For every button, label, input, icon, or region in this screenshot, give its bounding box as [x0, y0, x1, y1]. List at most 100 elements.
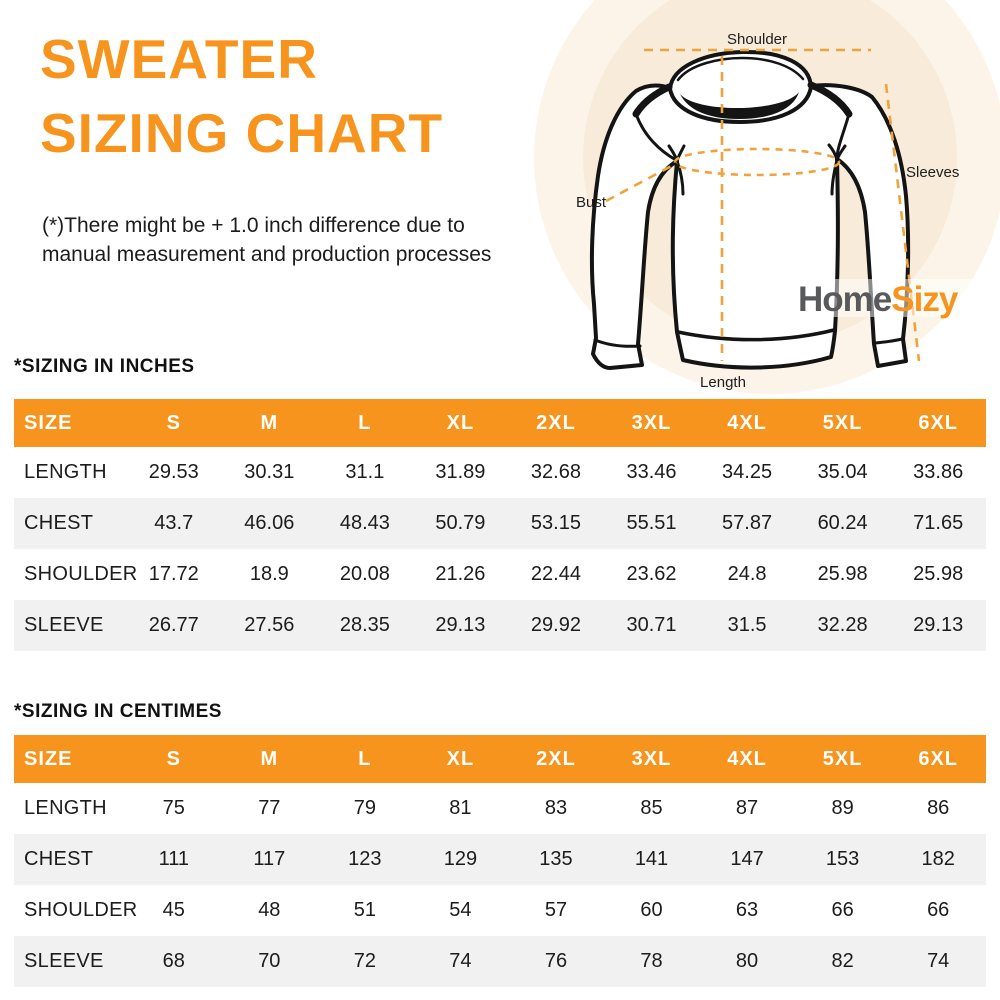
sleeve-value-3xl: 30.71: [626, 614, 677, 636]
shoulder-value-s: 17.72: [148, 563, 199, 585]
chest-value-3xl: 141: [634, 848, 669, 870]
chest-value-xl: 50.79: [435, 512, 486, 534]
right-underarm-creases: [827, 143, 847, 196]
shoulder-value-6xl: 66: [927, 899, 950, 921]
col-header-4xl: 4XL: [727, 747, 767, 770]
centimes-table-heading: *SIZING IN CENTIMES: [14, 701, 222, 722]
shoulder-value-2xl: 22.44: [530, 563, 581, 585]
length-value-xl: 81: [449, 797, 472, 819]
logo-part-home: Home: [798, 280, 892, 319]
chest-value-s: 43.7: [154, 512, 194, 534]
row-label-sleeve: SLEEVE: [24, 950, 104, 972]
collar-rib-line: [676, 56, 805, 82]
length-value-m: 77: [258, 797, 281, 819]
sleeve-value-l: 72: [353, 950, 376, 972]
sleeve-value-4xl: 31.5: [727, 614, 767, 636]
sizing-table-inches: SIZE S M L XL 2XL 3XL 4XL 5XL 6XL LENGTH 29.53 30.31…: [14, 399, 986, 651]
sleeves-label: Sleeves: [906, 164, 959, 181]
col-header-xl: XL: [446, 411, 475, 434]
left-cuff-line: [593, 338, 642, 348]
shoulder-value-xl: 54: [449, 899, 472, 921]
length-value-l: 79: [353, 797, 376, 819]
sleeve-value-5xl: 82: [831, 950, 854, 972]
shoulder-value-3xl: 60: [640, 899, 663, 921]
shoulder-value-m: 48: [258, 899, 281, 921]
chest-value-3xl: 55.51: [626, 512, 677, 534]
col-header-6xl: 6XL: [918, 747, 959, 770]
length-value-5xl: 35.04: [817, 461, 868, 483]
sleeve-value-m: 27.56: [244, 614, 295, 636]
shoulder-value-xl: 21.26: [435, 563, 486, 585]
chest-value-m: 117: [253, 848, 286, 870]
col-header-m: M: [260, 747, 279, 770]
brand-logo: HomeSizy: [798, 280, 959, 319]
shoulder-value-l: 51: [353, 899, 376, 921]
chest-value-2xl: 53.15: [530, 512, 581, 534]
hem-line: [676, 328, 836, 342]
chest-value-m: 46.06: [244, 512, 295, 534]
table-header-row: SIZE S M L XL 2XL 3XL 4XL 5XL 6XL: [14, 735, 986, 783]
table-row-chest: CHEST 43.7 46.06 48.43 50.79 53.15 55.51 57.87 6…: [14, 498, 986, 549]
row-label-chest: CHEST: [24, 848, 94, 870]
sleeve-value-xl: 29.13: [435, 614, 486, 636]
page-title-line-2: SIZING CHART: [40, 102, 444, 164]
right-shoulder-seam: [807, 81, 853, 118]
length-value-m: 30.31: [244, 461, 295, 483]
bust-pointer-line: [605, 161, 678, 203]
sleeve-value-xl: 74: [449, 950, 472, 972]
chest-value-l: 48.43: [339, 512, 390, 534]
col-header-size: SIZE: [24, 411, 73, 434]
chest-value-5xl: 60.24: [817, 512, 868, 534]
col-header-xl: XL: [446, 747, 475, 770]
length-value-6xl: 33.86: [913, 461, 964, 483]
sweater-diagram-svg: Shoulder Sleeves Bust Length HomeSizy: [534, 0, 1000, 394]
length-value-3xl: 85: [640, 797, 663, 819]
length-value-l: 31.1: [345, 461, 385, 483]
table-row-length: LENGTH 75 77 79 81 83 85 87 89 86: [14, 783, 986, 834]
shoulder-value-m: 18.9: [249, 563, 289, 585]
chest-value-4xl: 147: [730, 848, 764, 870]
length-value-2xl: 83: [544, 797, 568, 819]
length-value-6xl: 86: [927, 797, 950, 819]
col-header-3xl: 3XL: [631, 411, 672, 434]
row-label-shoulder: SHOULDER: [24, 899, 138, 921]
col-header-6xl: 6XL: [918, 411, 959, 434]
shoulder-value-s: 45: [162, 899, 185, 921]
sleeve-value-3xl: 78: [640, 950, 663, 972]
page-title-line-1: SWEATER: [40, 28, 318, 90]
col-header-3xl: 3XL: [631, 747, 672, 770]
chest-value-5xl: 153: [825, 848, 860, 870]
sleeve-value-6xl: 74: [927, 950, 950, 972]
sleeve-value-l: 28.35: [339, 614, 390, 636]
shoulder-value-4xl: 63: [735, 899, 759, 921]
col-header-size: SIZE: [24, 747, 73, 770]
table-row-sleeve: SLEEVE 68 70 72 74 76 78 80 82 74: [14, 936, 986, 987]
col-header-5xl: 5XL: [822, 747, 863, 770]
length-value-3xl: 33.46: [626, 461, 677, 483]
sleeve-value-5xl: 32.28: [817, 614, 868, 636]
shoulder-value-l: 20.08: [339, 563, 390, 585]
chest-value-l: 123: [348, 848, 382, 870]
left-shoulder-seam: [632, 83, 673, 118]
col-header-5xl: 5XL: [822, 411, 863, 434]
sleeve-value-2xl: 76: [544, 950, 568, 972]
disclaimer-line-2: manual measurement and production proces…: [42, 243, 492, 266]
col-header-2xl: 2XL: [536, 747, 576, 770]
chest-value-6xl: 182: [921, 848, 955, 870]
row-label-shoulder: SHOULDER: [24, 563, 138, 585]
length-value-4xl: 34.25: [722, 461, 773, 483]
table-row-chest: CHEST 111 117 123 129 135 141 147 153 182: [14, 834, 986, 885]
col-header-l: L: [358, 747, 372, 770]
shoulder-value-6xl: 25.98: [913, 563, 964, 585]
right-cuff-line: [873, 337, 904, 345]
table-row-length: LENGTH 29.53 30.31 31.1 31.89 32.68 33.46 34.25…: [14, 447, 986, 498]
sleeve-value-2xl: 29.92: [530, 614, 581, 636]
logo-part-sizy: Sizy: [891, 280, 959, 319]
row-label-length: LENGTH: [24, 461, 107, 483]
row-label-length: LENGTH: [24, 797, 107, 819]
chest-value-s: 111: [158, 848, 189, 870]
shoulder-value-5xl: 66: [831, 899, 854, 921]
sweater-illustration: Shoulder Sleeves Bust Length HomeSizy: [530, 0, 1000, 400]
col-header-s: S: [166, 411, 181, 434]
